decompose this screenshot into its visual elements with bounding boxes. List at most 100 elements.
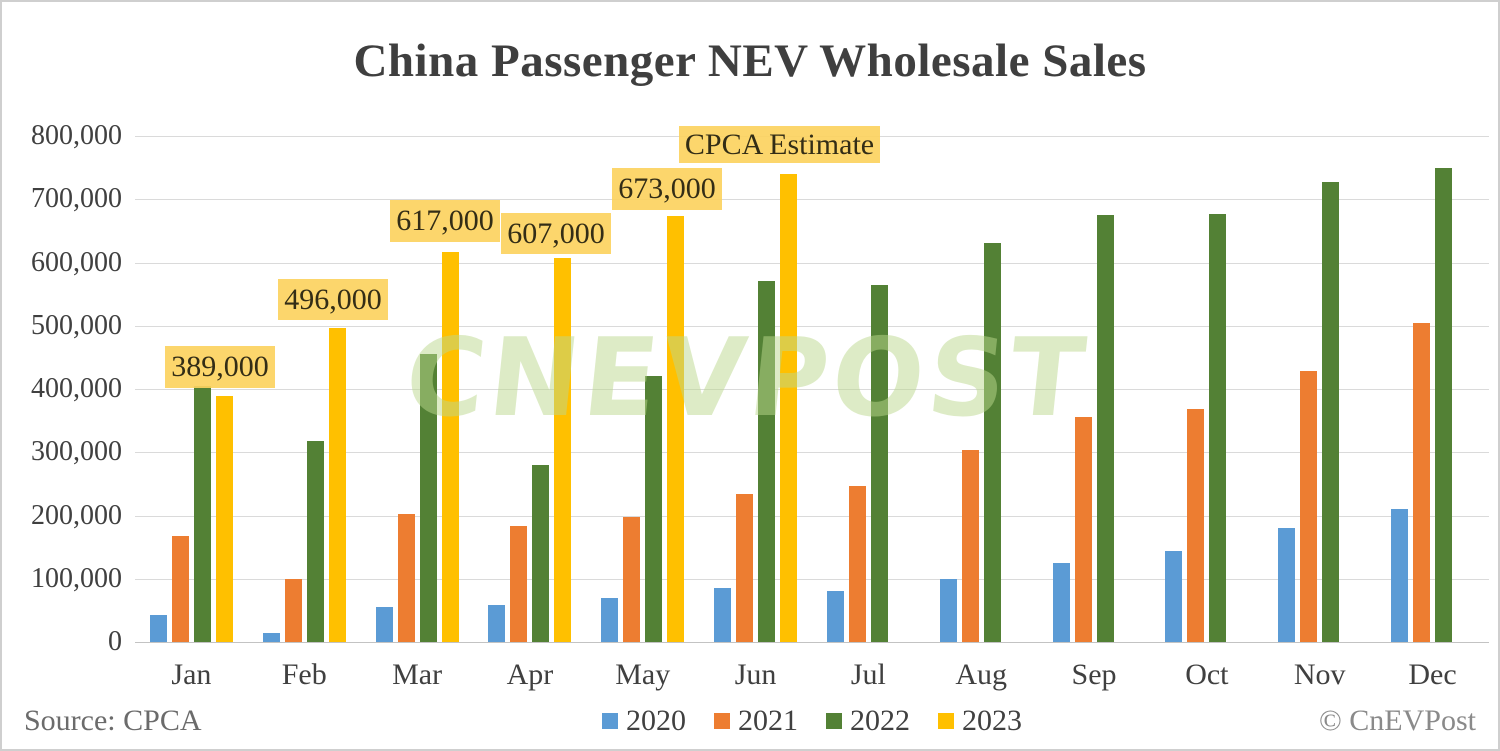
data-label-may-2023: 673,000 — [612, 168, 722, 210]
legend-swatch-2023 — [938, 713, 954, 729]
bar-2020-aug — [939, 579, 957, 642]
x-axis-label-apr: Apr — [506, 658, 554, 691]
source-label: Source: CPCA — [24, 704, 202, 737]
x-axis-label-aug: Aug — [955, 658, 1008, 691]
x-axis-label-oct: Oct — [1185, 658, 1229, 691]
legend-item-2021: 2021 — [714, 706, 798, 736]
bar-group-apr — [473, 136, 586, 642]
bar-2021-oct — [1187, 409, 1205, 642]
bar-2020-dec — [1391, 509, 1409, 642]
x-axis: Jan Feb Mar Apr May Jun Jul Aug Sep Oct Nov Dec — [135, 658, 1489, 692]
legend-item-2023: 2023 — [938, 706, 1022, 736]
x-axis-label-jun: Jun — [734, 658, 777, 691]
gridline — [135, 262, 1489, 264]
bar-2021-nov — [1300, 371, 1318, 642]
bar-2022-feb — [306, 441, 324, 642]
legend-label-2021: 2021 — [738, 704, 798, 737]
data-label-apr-2023: 607,000 — [501, 213, 611, 254]
bar-group-dec — [1376, 136, 1489, 642]
bar-group-feb — [248, 136, 361, 642]
bar-2020-may — [601, 598, 619, 642]
y-tick-label: 200,000 — [31, 499, 122, 531]
bar-2021-dec — [1413, 323, 1431, 642]
bar-2020-jan — [149, 615, 167, 642]
bar-group-mar — [361, 136, 474, 642]
legend-item-2020: 2020 — [602, 706, 686, 736]
x-axis-label-nov: Nov — [1293, 658, 1346, 691]
bar-2021-jun — [736, 494, 754, 642]
y-tick-label: 400,000 — [31, 373, 122, 404]
data-label-jan-2023: 389,000 — [165, 346, 275, 388]
x-axis-label-dec: Dec — [1408, 658, 1457, 691]
bar-2022-jul — [870, 285, 888, 642]
x-axis-line — [135, 642, 1489, 643]
bar-2020-mar — [375, 607, 393, 642]
legend-label-2023: 2023 — [962, 704, 1022, 737]
chart-title: China Passenger NEV Wholesale Sales — [353, 35, 1147, 87]
legend-label-2020: 2020 — [626, 704, 686, 737]
bar-2020-apr — [488, 605, 506, 642]
gridline — [135, 199, 1489, 201]
x-axis-label-feb: Feb — [281, 658, 327, 691]
legend-swatch-2020 — [602, 713, 618, 729]
legend-swatch-2021 — [714, 713, 730, 729]
bar-group-jan — [135, 136, 248, 642]
bar-2022-apr — [532, 465, 550, 642]
legend-swatch-2022 — [826, 713, 842, 729]
bar-2021-may — [623, 517, 641, 642]
y-tick-label: 800,000 — [31, 120, 122, 151]
bar-group-aug — [925, 136, 1038, 642]
bar-2021-jan — [171, 536, 189, 642]
bar-group-jun — [699, 136, 812, 642]
bar-2022-oct — [1209, 214, 1227, 642]
bar-2020-jul — [826, 591, 844, 642]
data-label-feb-2023: 496,000 — [278, 279, 388, 320]
bar-2023-apr — [554, 258, 572, 642]
bar-2023-jun — [780, 174, 798, 642]
gridline — [135, 515, 1489, 517]
data-label-jun-2023: CPCA Estimate — [679, 126, 880, 163]
y-tick-label: 700,000 — [31, 183, 122, 215]
bar-groups — [135, 136, 1489, 642]
bar-2021-mar — [397, 514, 415, 642]
bar-2023-mar — [441, 252, 459, 642]
gridline — [135, 578, 1489, 580]
x-axis-label-mar: Mar — [392, 658, 443, 691]
copyright-label: © CnEVPost — [1319, 704, 1476, 737]
bar-2022-aug — [983, 243, 1001, 642]
bar-2022-nov — [1322, 182, 1340, 642]
bar-2022-jan — [193, 386, 211, 642]
bar-2023-jan — [215, 396, 233, 642]
bar-2020-oct — [1165, 551, 1183, 642]
y-tick-label: 600,000 — [31, 246, 122, 278]
y-tick-label: 500,000 — [31, 309, 122, 341]
bar-2022-may — [645, 376, 663, 642]
bar-2022-sep — [1096, 215, 1114, 642]
x-axis-label-jan: Jan — [171, 658, 212, 691]
x-axis-label-jul: Jul — [850, 658, 886, 691]
bar-2023-may — [667, 216, 685, 642]
gridline — [135, 389, 1489, 390]
bar-2021-aug — [961, 450, 979, 642]
bar-2021-feb — [284, 579, 302, 642]
bar-2020-nov — [1278, 528, 1296, 642]
bar-2022-mar — [419, 354, 437, 642]
bar-2021-apr — [510, 526, 528, 642]
y-tick-label: 300,000 — [31, 436, 122, 468]
bar-group-oct — [1150, 136, 1263, 642]
bar-group-nov — [1263, 136, 1376, 642]
x-axis-label-sep: Sep — [1071, 658, 1117, 691]
y-tick-label: 100,000 — [31, 562, 122, 594]
bar-2022-jun — [758, 281, 776, 642]
bar-group-sep — [1038, 136, 1151, 642]
bar-2022-dec — [1435, 168, 1453, 642]
legend-label-2022: 2022 — [850, 704, 910, 737]
data-label-mar-2023: 617,000 — [390, 200, 500, 242]
bar-2020-jun — [714, 588, 732, 642]
bar-2020-feb — [262, 633, 280, 642]
legend-item-2022: 2022 — [826, 706, 910, 736]
legend: 2020 2021 2022 2023 — [64, 706, 1498, 736]
bar-2020-sep — [1052, 563, 1070, 642]
bar-2021-sep — [1074, 417, 1092, 642]
